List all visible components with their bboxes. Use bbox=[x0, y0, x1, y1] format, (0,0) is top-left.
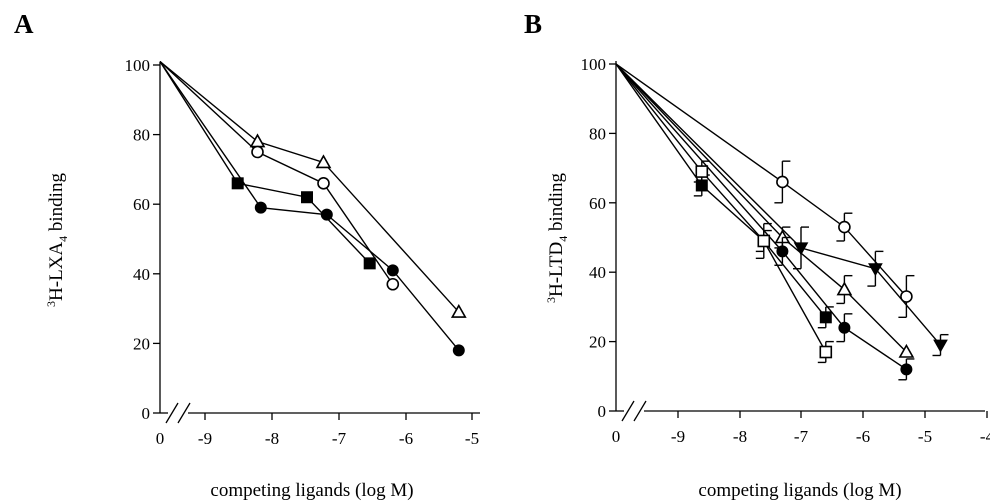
data-point bbox=[249, 133, 266, 148]
series-open-circle bbox=[159, 61, 400, 291]
series-line bbox=[159, 60, 460, 313]
panel-label: A bbox=[14, 9, 34, 39]
y-tick-label: 80 bbox=[133, 126, 150, 145]
data-point bbox=[819, 345, 833, 359]
series-filled-square bbox=[159, 61, 376, 270]
data-point bbox=[363, 257, 376, 270]
data-point bbox=[933, 339, 948, 353]
series-line bbox=[159, 61, 371, 264]
y-axis-label: 3H-LTD4 binding bbox=[544, 172, 570, 303]
x-tick-label: -5 bbox=[465, 429, 479, 448]
y-tick-label: 40 bbox=[133, 265, 150, 284]
data-point bbox=[301, 191, 313, 204]
data-point bbox=[452, 344, 465, 357]
data-point bbox=[254, 201, 267, 214]
y-tick-label: 0 bbox=[142, 404, 151, 423]
data-point bbox=[695, 165, 709, 178]
axis-break-mark bbox=[621, 400, 635, 422]
x-axis-label: competing ligands (log M) bbox=[210, 480, 413, 501]
data-point bbox=[838, 321, 851, 334]
series-open-circle bbox=[615, 63, 915, 319]
series-line bbox=[615, 63, 907, 297]
data-point bbox=[386, 277, 400, 291]
data-point bbox=[898, 343, 915, 358]
data-point bbox=[776, 175, 789, 189]
x-tick-label: -9 bbox=[198, 429, 212, 448]
x-tick-label: -7 bbox=[332, 429, 347, 448]
data-point bbox=[900, 290, 913, 303]
x-tick-label: -8 bbox=[733, 427, 747, 446]
series-open-square bbox=[615, 63, 834, 364]
panel-label: B bbox=[524, 9, 542, 39]
x-tick-label: -6 bbox=[399, 429, 413, 448]
data-point bbox=[838, 220, 851, 234]
series-line bbox=[615, 63, 827, 353]
y-tick-label: 0 bbox=[598, 402, 607, 421]
series-line bbox=[615, 63, 907, 370]
series-filled-triangle-down bbox=[615, 63, 949, 357]
data-point bbox=[868, 263, 883, 277]
series-line bbox=[615, 63, 907, 353]
data-point bbox=[251, 145, 264, 159]
x-tick-label: -9 bbox=[671, 427, 685, 446]
y-tick-label: 80 bbox=[589, 124, 606, 143]
series-open-triangle bbox=[159, 60, 467, 318]
x-tick-label: -8 bbox=[265, 429, 279, 448]
y-tick-label: 20 bbox=[133, 334, 150, 353]
x-tick-label: 0 bbox=[612, 427, 621, 446]
axis-break-mark bbox=[165, 402, 179, 424]
y-tick-label: 60 bbox=[133, 195, 150, 214]
data-point bbox=[900, 363, 913, 376]
data-point bbox=[757, 234, 771, 248]
y-tick-label: 20 bbox=[589, 333, 606, 352]
data-point bbox=[836, 281, 853, 296]
data-point bbox=[386, 264, 399, 277]
series-line bbox=[159, 61, 460, 351]
data-point bbox=[315, 154, 332, 169]
y-tick-label: 40 bbox=[589, 263, 606, 282]
x-tick-label: -7 bbox=[794, 427, 809, 446]
data-point bbox=[450, 303, 467, 318]
y-tick-label: 100 bbox=[581, 55, 607, 74]
data-point bbox=[317, 177, 330, 190]
axis-break-mark bbox=[177, 402, 191, 424]
series-line bbox=[159, 61, 394, 285]
x-tick-label: -5 bbox=[918, 427, 932, 446]
x-tick-label: 0 bbox=[156, 429, 165, 448]
axis-break-mark bbox=[633, 400, 647, 422]
data-point bbox=[819, 311, 832, 324]
x-tick-label: -6 bbox=[856, 427, 870, 446]
data-point bbox=[776, 245, 789, 258]
y-axis-label: 3H-LXA4 binding bbox=[44, 173, 70, 307]
y-tick-label: 60 bbox=[589, 194, 606, 213]
series-line bbox=[615, 63, 942, 346]
series-open-triangle bbox=[615, 63, 915, 358]
y-tick-label: 100 bbox=[125, 56, 151, 75]
data-point bbox=[320, 208, 333, 221]
x-tick-label: -4 bbox=[980, 427, 990, 446]
panel-a: A 0 20 40 60 80 100 0 -9 -8 -7 -6 -5 competing ligand… bbox=[14, 9, 480, 501]
x-axis-label: competing ligands (log M) bbox=[698, 480, 901, 501]
panel-b: B 0 20 40 60 80 100 0 -9 -8 -7 -6 -5 -4 competing liga… bbox=[524, 9, 990, 501]
data-point bbox=[793, 242, 809, 256]
series-filled-circle bbox=[159, 61, 465, 357]
series-line bbox=[615, 63, 827, 318]
series-filled-circle bbox=[615, 63, 915, 381]
